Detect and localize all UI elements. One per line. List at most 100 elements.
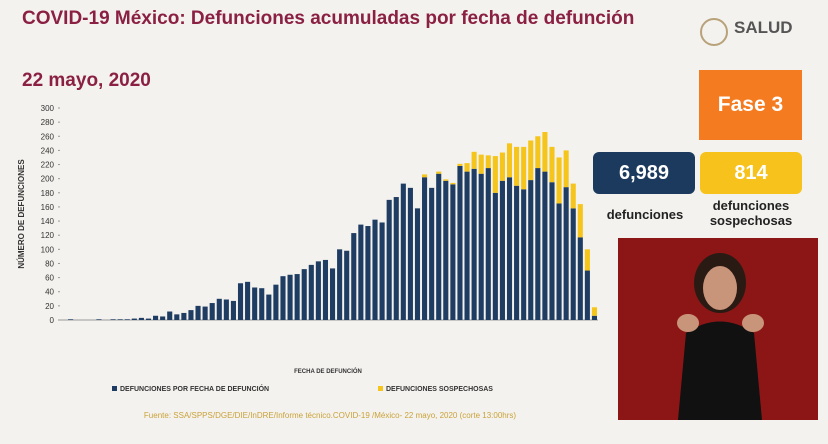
bar-segment [365, 226, 371, 320]
y-tick-label: 140 [41, 217, 55, 226]
bar-segment [521, 189, 527, 320]
bar-segment [436, 173, 442, 320]
y-tick-label: 220 [41, 161, 55, 170]
bar-segment [499, 152, 505, 181]
bar-segment [521, 146, 527, 190]
bar-segment [138, 317, 144, 320]
bar-segment [358, 224, 364, 320]
y-tick-label: 180 [41, 189, 55, 198]
bar-segment [464, 171, 470, 320]
bar-segment [322, 259, 329, 320]
logo-seal [700, 18, 728, 46]
bar-segment [259, 288, 265, 320]
bar-segment [556, 157, 562, 204]
legend-swatch [378, 386, 383, 391]
y-tick-label: 240 [41, 146, 55, 155]
y-tick-label: 80 [45, 259, 54, 268]
bar-segment [542, 171, 548, 320]
bar-segment [584, 249, 590, 271]
bar-segment [252, 287, 258, 320]
y-tick-label: 20 [45, 302, 54, 311]
bar-segment [337, 249, 343, 320]
bar-segment [549, 146, 555, 183]
bar-segment [329, 268, 336, 320]
bar-segment [167, 311, 173, 320]
y-tick-label: 300 [41, 104, 55, 113]
legend-label: DEFUNCIONES SOSPECHOSAS [386, 386, 493, 393]
bar-segment [584, 270, 590, 320]
bar-segment [514, 185, 520, 320]
suspected-label: defunciones sospechosas [709, 198, 793, 228]
bar-segment [245, 281, 251, 320]
bar-segment [514, 146, 520, 186]
chart: NÚMERO DE DEFUNCIONES FECHA DE DEFUNCIÓN… [17, 104, 598, 420]
bar-segment [436, 171, 442, 174]
bar-segment [457, 165, 463, 320]
y-tick-label: 100 [41, 245, 55, 254]
bar-segment [237, 283, 244, 320]
bar-segment [393, 197, 399, 320]
bar-segment [351, 233, 357, 320]
deaths-count: 6,989 [593, 152, 695, 194]
bar-segment [160, 316, 166, 320]
bar-segment [294, 274, 300, 320]
bar-segment [464, 163, 470, 172]
bar-segment [443, 180, 449, 320]
bar-segment [528, 140, 534, 181]
y-tick-label: 60 [45, 274, 54, 283]
bar-segment [124, 319, 130, 320]
x-axis-label: FECHA DE DEFUNCIÓN [294, 367, 362, 375]
bar-segment [422, 177, 428, 320]
y-axis-label: NÚMERO DE DEFUNCIONES [17, 159, 26, 269]
bar-segment [577, 237, 583, 320]
y-tick-label: 40 [45, 288, 54, 297]
bar-segment [492, 156, 498, 193]
bar-segment [301, 269, 307, 320]
bar-segment [379, 222, 385, 320]
interpreter-video [618, 238, 818, 420]
bar-segment [506, 177, 513, 320]
bar-segment [542, 132, 548, 172]
bar-segment [591, 307, 598, 316]
bar-segment [400, 183, 406, 320]
bar-segment [110, 319, 116, 320]
bar-segment [407, 187, 413, 320]
source: Fuente: SSA/SPPS/DGE/DIE/InDRE/Informe t… [144, 411, 516, 420]
bar-segment [287, 274, 293, 320]
bar-segment [68, 319, 74, 320]
bar-segment [478, 173, 484, 320]
bar-segment [223, 299, 229, 320]
bar-segment [577, 204, 583, 238]
bar-segment [570, 208, 576, 320]
bar-segment [153, 315, 159, 320]
bar-segment [450, 182, 456, 185]
bar-segment [429, 187, 435, 320]
y-tick-label: 200 [41, 175, 55, 184]
bar-segment [216, 298, 222, 320]
bar-segment [485, 168, 491, 320]
legend-swatch [112, 386, 117, 391]
y-tick-label: 260 [41, 132, 55, 141]
bar-segment [195, 305, 201, 320]
bar-segment [117, 319, 123, 320]
bar-segment [280, 276, 286, 320]
y-tick-label: 280 [41, 118, 55, 127]
legend-label: DEFUNCIONES POR FECHA DE DEFUNCIÓN [120, 384, 269, 393]
bar-segment [174, 314, 180, 320]
bar-segment [422, 174, 428, 178]
bar-segment [273, 284, 279, 320]
bar-segment [386, 199, 392, 320]
bar-segment [471, 151, 477, 169]
bar-segment [556, 203, 562, 320]
bar-segment [145, 318, 152, 320]
bar-segment [181, 312, 187, 320]
bar-segment [570, 183, 576, 209]
bar-segment [188, 310, 194, 320]
bar-segment [535, 136, 541, 169]
bar-segment [96, 319, 102, 320]
y-tick-label: 160 [41, 203, 55, 212]
suspected-count: 814 [700, 152, 802, 194]
bar-segment [492, 192, 498, 320]
bar-segment [563, 187, 569, 320]
bar-segment [450, 184, 456, 320]
